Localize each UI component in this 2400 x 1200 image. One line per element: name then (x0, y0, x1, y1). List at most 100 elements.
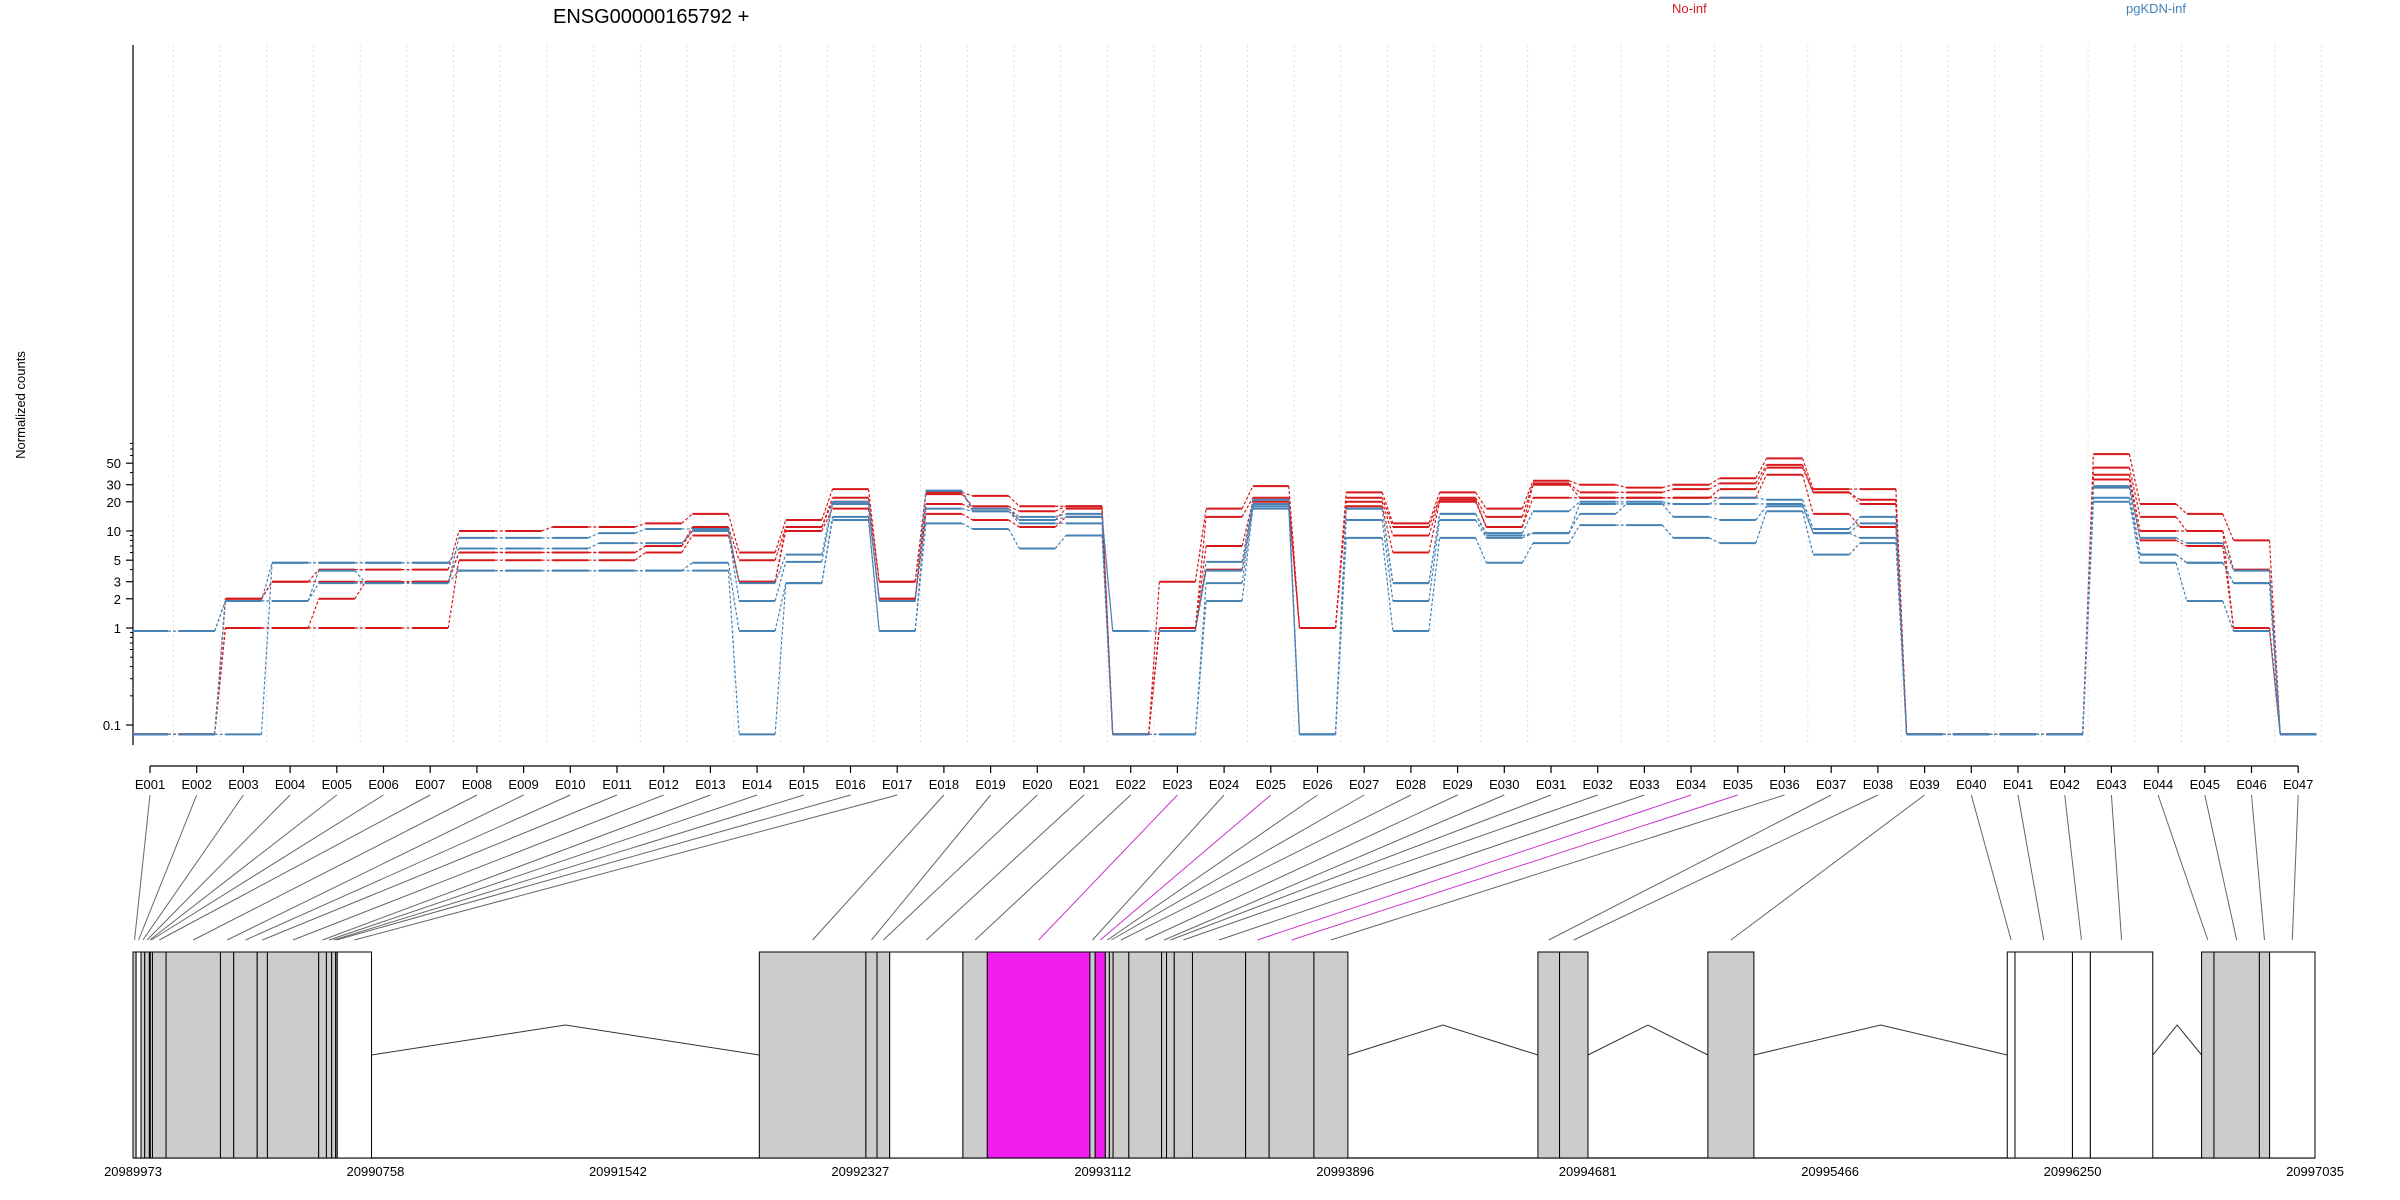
exon-box-e007 (151, 951, 167, 1159)
series-connector (1008, 528, 1020, 549)
series-connector (867, 501, 880, 602)
exon-box-e002 (135, 951, 142, 1159)
series-connector (1475, 501, 1487, 528)
series-connector (1521, 542, 1534, 564)
exon-label-e042: E042 (2050, 777, 2080, 792)
series-connector (2128, 479, 2141, 541)
exon-connector (1120, 794, 1412, 941)
series-connector (914, 490, 927, 602)
exon-label-e005: E005 (322, 777, 352, 792)
series-connector (2128, 486, 2141, 538)
series-connector (1801, 499, 1814, 530)
series-connector (1522, 532, 1534, 537)
exon-box-e038 (1559, 951, 1589, 1159)
series-connector (1568, 503, 1581, 534)
exon-label-e007: E007 (415, 777, 445, 792)
series-connector (2128, 474, 2141, 532)
series-pgkdn-inf-5 (132, 486, 2317, 736)
exon-connector (2064, 794, 2082, 941)
series-connector (867, 497, 880, 582)
series-connector (447, 548, 460, 564)
series-connector (1055, 516, 1067, 521)
exon-box-e037 (1537, 951, 1561, 1159)
y-tick-label: 20 (107, 495, 121, 510)
series-connector (1381, 497, 1394, 528)
series-connector (307, 569, 320, 583)
series-connector (1428, 537, 1441, 632)
exon-box-e028 (1112, 951, 1130, 1159)
y-tick-label: 5 (114, 553, 121, 568)
exon-box-e035 (1268, 951, 1315, 1159)
series-connector (1661, 503, 1674, 518)
exon-connector (1038, 794, 1178, 941)
series-connector (447, 537, 460, 584)
series-connector (1708, 516, 1720, 521)
series-connector (774, 530, 787, 582)
series-connector (1008, 519, 1020, 528)
exon-label-e006: E006 (368, 777, 398, 792)
series-connector (1194, 570, 1207, 632)
exon-label-e023: E023 (1162, 777, 1192, 792)
series-connector (1521, 483, 1534, 518)
series-connector (774, 561, 787, 602)
exon-label-e028: E028 (1396, 777, 1426, 792)
exon-label-e010: E010 (555, 777, 585, 792)
series-connector (214, 600, 226, 632)
exon-box-e009 (219, 951, 235, 1159)
series-connector (1848, 542, 1861, 556)
coordinate-label: 20995466 (1801, 1164, 1859, 1179)
exon-box-e046 (2258, 951, 2271, 1159)
series-connector (1615, 484, 1627, 489)
series-connector (1241, 506, 1254, 584)
intron-line (371, 1024, 760, 1056)
exon-connector (1092, 794, 1225, 941)
series-connector (821, 488, 834, 521)
exon-connector (245, 794, 571, 941)
series-connector (354, 570, 366, 584)
exon-connector (2204, 794, 2238, 941)
series-connector (1521, 497, 1534, 528)
exon-box-e018 (758, 951, 867, 1159)
exon-label-e029: E029 (1442, 777, 1472, 792)
exon-label-e038: E038 (1863, 777, 1893, 792)
exon-label-e018: E018 (929, 777, 959, 792)
exon-label-e017: E017 (882, 777, 912, 792)
series-connector (1475, 492, 1487, 509)
y-tick-label: 30 (107, 478, 121, 493)
exon-label-e009: E009 (508, 777, 538, 792)
exon-label-e015: E015 (789, 777, 819, 792)
coordinate-label: 20997035 (2286, 1164, 2344, 1179)
exon-label-e030: E030 (1489, 777, 1519, 792)
exon-box-e036 (1313, 951, 1349, 1159)
exon-box-e003 (140, 951, 146, 1159)
series-connector (1755, 464, 1768, 484)
series-connector (914, 523, 927, 632)
exon-connector (333, 794, 804, 941)
series-connector (2268, 630, 2281, 735)
series-connector (634, 545, 647, 554)
series-connector (1568, 480, 1580, 486)
series-pgkdn-inf-7 (132, 500, 2317, 736)
series-connector (1381, 519, 1394, 602)
series-connector (961, 508, 973, 512)
exon-label-e039: E039 (1909, 777, 1939, 792)
exon-box-e012 (266, 951, 320, 1159)
series-connector (727, 562, 740, 632)
exon-connector (1107, 794, 1318, 941)
exon-connector (2157, 794, 2209, 941)
series-connector (1101, 523, 1114, 735)
series-pgkdn-inf-6 (132, 496, 2317, 736)
series-connector (1521, 480, 1534, 509)
coordinate-label: 20993896 (1316, 1164, 1374, 1179)
series-connector (1101, 535, 1114, 735)
exon-label-e012: E012 (649, 777, 679, 792)
exon-connector (1183, 794, 1598, 941)
series-connector (774, 554, 787, 584)
series-connector (867, 489, 880, 582)
series-connector (2128, 454, 2141, 505)
exon-connector (1291, 794, 1738, 941)
exon-label-e026: E026 (1302, 777, 1332, 792)
series-connector (1428, 492, 1441, 524)
y-tick-label: 0.1 (103, 718, 121, 733)
series-connector (1755, 497, 1767, 501)
